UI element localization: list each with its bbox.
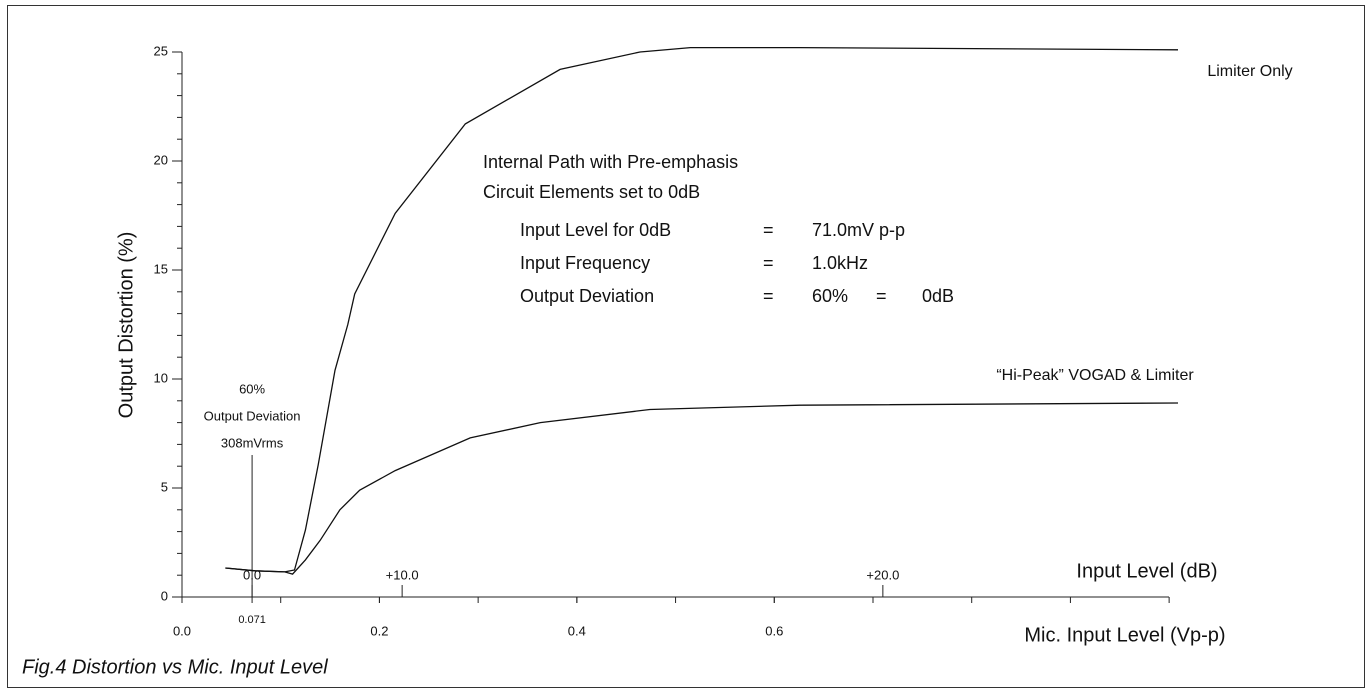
info-cell: Output Deviation xyxy=(520,286,654,306)
info-heading: Circuit Elements set to 0dB xyxy=(483,182,700,202)
frame xyxy=(7,5,1365,688)
info-cell: Input Frequency xyxy=(520,253,650,273)
caption: Fig.4 Distortion vs Mic. Input Level xyxy=(22,656,328,678)
info-cell: Input Level for 0dB xyxy=(520,220,671,240)
series-label: Limiter Only xyxy=(1207,63,1292,80)
x-tick-label: 0.0 xyxy=(173,623,191,638)
x-tick-label: 0.4 xyxy=(568,623,586,638)
x-tick-label: 0.071 xyxy=(238,614,266,626)
info-heading: Internal Path with Pre-emphasis xyxy=(483,152,738,172)
y-tick-label: 25 xyxy=(154,43,168,58)
y-tick-label: 20 xyxy=(154,152,168,167)
x-tick-label: 0.6 xyxy=(765,623,783,638)
y-tick-label: 15 xyxy=(154,261,168,276)
series-line xyxy=(225,46,1179,573)
marker-annotation: 60% xyxy=(239,381,265,396)
series-label: “Hi-Peak” VOGAD & Limiter xyxy=(996,367,1194,384)
info-cell: 71.0mV p-p xyxy=(812,220,905,240)
y-tick-label: 5 xyxy=(161,479,168,494)
x2-tick-label: +20.0 xyxy=(866,567,899,582)
info-cell: = xyxy=(763,253,774,273)
x2-tick-label: +10.0 xyxy=(386,567,419,582)
x-axis-title: Mic. Input Level (Vp-p) xyxy=(1024,624,1225,646)
info-cell: = xyxy=(763,286,774,306)
y-tick-label: 10 xyxy=(154,370,168,385)
x-tick-label: 0.2 xyxy=(370,623,388,638)
info-cell: 1.0kHz xyxy=(812,253,868,273)
info-cell: 0dB xyxy=(922,286,954,306)
series-line xyxy=(225,402,1179,575)
info-cell: 60% xyxy=(812,286,848,306)
marker-annotation: 308mVrms xyxy=(221,435,284,450)
x2-axis-title: Input Level (dB) xyxy=(1076,560,1217,582)
y-tick-label: 0 xyxy=(161,588,168,603)
info-cell: = xyxy=(763,220,774,240)
info-cell: = xyxy=(876,286,887,306)
y-axis-title: Output Distortion (%) xyxy=(115,232,137,419)
marker-annotation: Output Deviation xyxy=(204,408,301,423)
